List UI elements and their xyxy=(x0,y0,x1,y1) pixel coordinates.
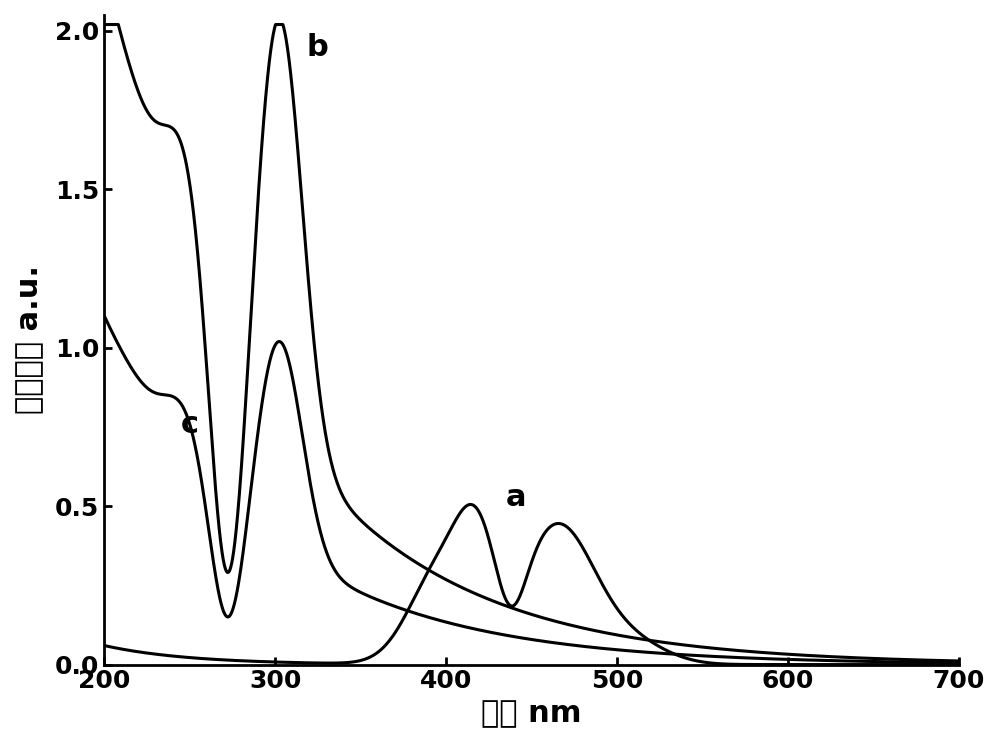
Text: b: b xyxy=(306,33,328,62)
Text: c: c xyxy=(181,410,199,439)
Y-axis label: 吸收强度 a.u.: 吸收强度 a.u. xyxy=(15,265,44,415)
Text: a: a xyxy=(506,483,526,512)
X-axis label: 波长 nm: 波长 nm xyxy=(481,699,582,728)
